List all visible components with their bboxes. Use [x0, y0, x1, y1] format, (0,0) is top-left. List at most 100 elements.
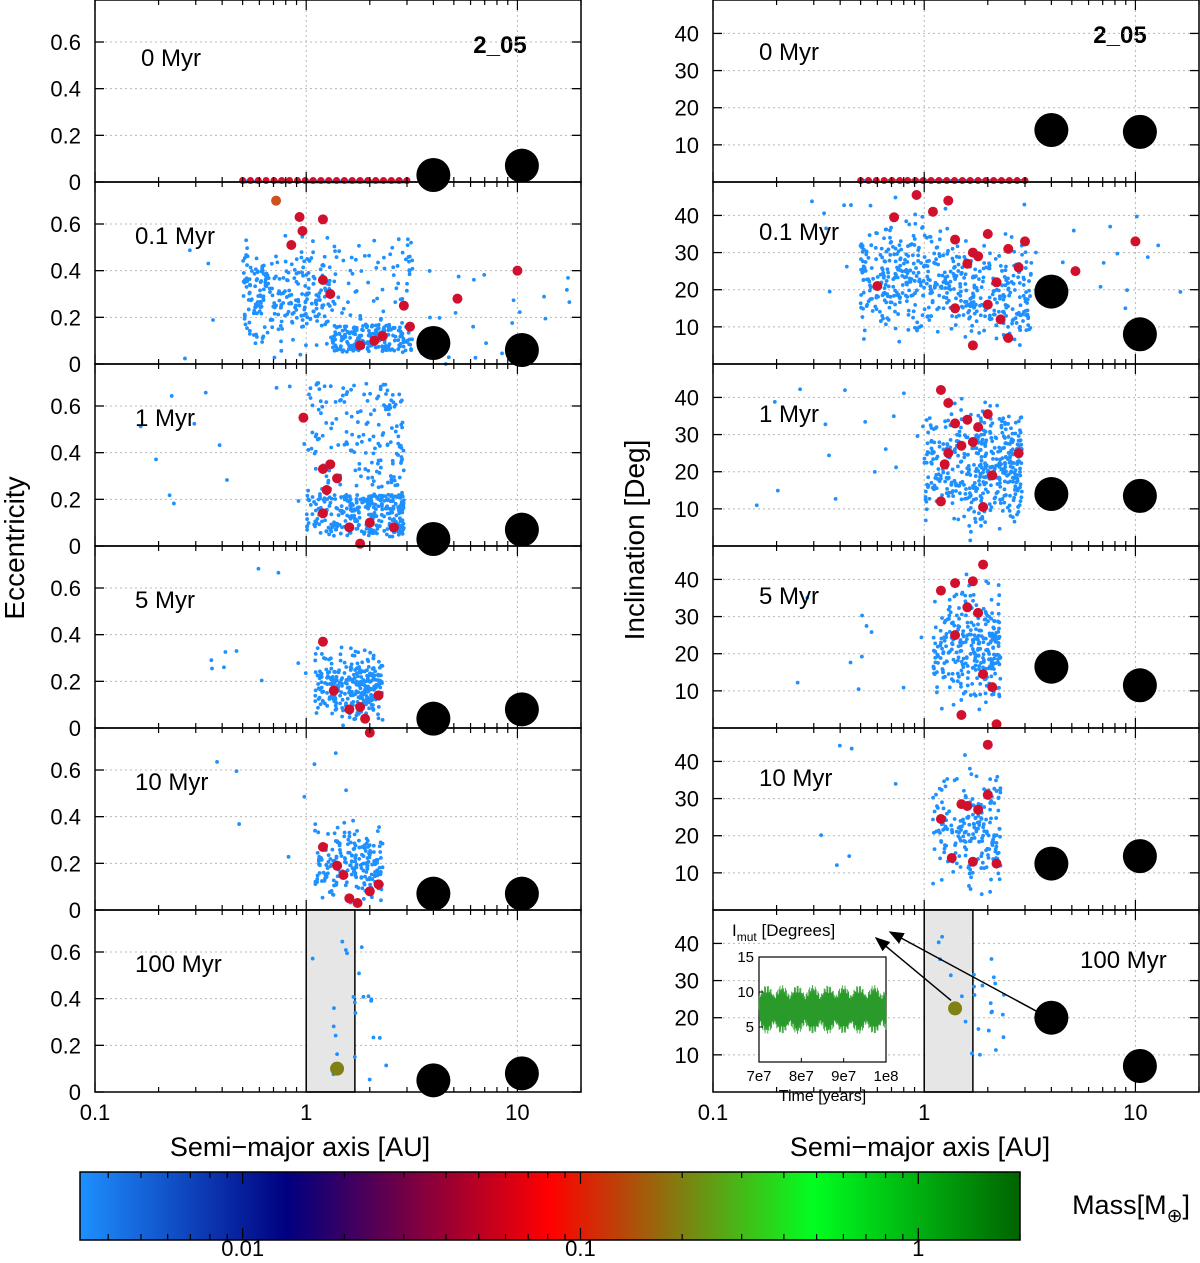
small-particle [931, 881, 935, 886]
small-particle [939, 284, 944, 289]
small-particle [314, 343, 319, 348]
small-particle [927, 318, 932, 322]
small-particle [342, 830, 347, 835]
small-particle [944, 281, 949, 286]
small-particle [897, 296, 902, 301]
small-particle [284, 269, 289, 274]
small-particle [334, 345, 339, 349]
small-particle [192, 421, 197, 426]
small-particle [331, 336, 335, 341]
small-particle [929, 480, 934, 485]
small-particle [253, 311, 258, 315]
small-particle [334, 332, 338, 337]
small-particle [274, 385, 279, 390]
small-particle [387, 343, 391, 347]
small-particle [247, 320, 252, 325]
small-particle [996, 449, 1001, 454]
small-particle [338, 482, 343, 487]
small-particle [940, 667, 945, 671]
small-particle [956, 674, 961, 679]
small-particle [897, 300, 902, 305]
small-particle [308, 386, 313, 391]
small-particle [1006, 304, 1010, 309]
small-particle [370, 862, 375, 867]
embryo [978, 559, 989, 570]
small-particle [923, 497, 928, 502]
small-particle [932, 648, 936, 653]
jupiter-planet [1034, 477, 1069, 511]
small-particle [564, 288, 569, 292]
time-label: 0 Myr [141, 45, 201, 72]
small-particle [974, 466, 979, 471]
small-particle [928, 284, 933, 289]
embryo [372, 177, 380, 184]
small-particle [334, 506, 339, 510]
small-particle [969, 529, 973, 534]
small-particle [274, 303, 279, 308]
embryo [935, 385, 946, 395]
small-particle [316, 294, 321, 299]
small-particle [355, 829, 359, 833]
small-particle [972, 305, 977, 309]
small-particle [952, 778, 957, 783]
small-particle [966, 507, 971, 512]
small-particle [321, 870, 326, 875]
small-particle [313, 466, 318, 471]
small-particle [350, 343, 355, 348]
small-particle [318, 399, 323, 404]
small-particle [966, 865, 971, 870]
small-particle [393, 300, 398, 305]
small-particle [999, 467, 1004, 472]
small-particle [887, 258, 892, 263]
small-particle [996, 871, 1001, 876]
embryo [395, 177, 403, 184]
small-particle [886, 284, 891, 289]
small-particle [967, 766, 972, 771]
small-particle [375, 526, 380, 531]
small-particle [932, 809, 937, 814]
small-particle [389, 398, 394, 403]
small-particle [243, 322, 248, 327]
small-particle [884, 279, 889, 283]
small-particle [972, 692, 977, 697]
small-particle [1007, 503, 1012, 508]
small-particle [986, 853, 990, 857]
small-particle [946, 672, 951, 676]
small-particle [1006, 280, 1011, 285]
small-particle [936, 262, 941, 267]
embryo [962, 414, 973, 425]
small-particle [343, 335, 348, 340]
small-particle [314, 306, 319, 311]
small-particle [333, 400, 338, 404]
small-particle [1006, 451, 1011, 455]
small-particle [945, 659, 949, 664]
small-particle [934, 690, 939, 695]
small-particle [1010, 431, 1015, 436]
small-particle [350, 653, 355, 658]
small-particle [859, 257, 863, 262]
small-particle [334, 854, 339, 859]
small-particle [344, 506, 349, 511]
small-particle [958, 491, 962, 496]
small-particle [327, 504, 332, 508]
small-particle [339, 645, 344, 650]
small-particle [956, 517, 961, 522]
small-particle [971, 300, 976, 304]
small-particle [965, 453, 970, 457]
small-particle [933, 655, 938, 660]
small-particle [1018, 438, 1023, 443]
small-particle [307, 392, 311, 397]
small-particle [893, 259, 898, 264]
small-particle [948, 269, 953, 274]
small-particle [977, 277, 981, 282]
small-particle [995, 489, 1000, 494]
small-particle [349, 255, 354, 260]
small-particle [263, 280, 268, 285]
small-particle [313, 822, 318, 827]
small-particle [992, 834, 996, 839]
embryo [398, 300, 409, 311]
small-particle [388, 440, 393, 445]
small-particle [283, 313, 287, 318]
